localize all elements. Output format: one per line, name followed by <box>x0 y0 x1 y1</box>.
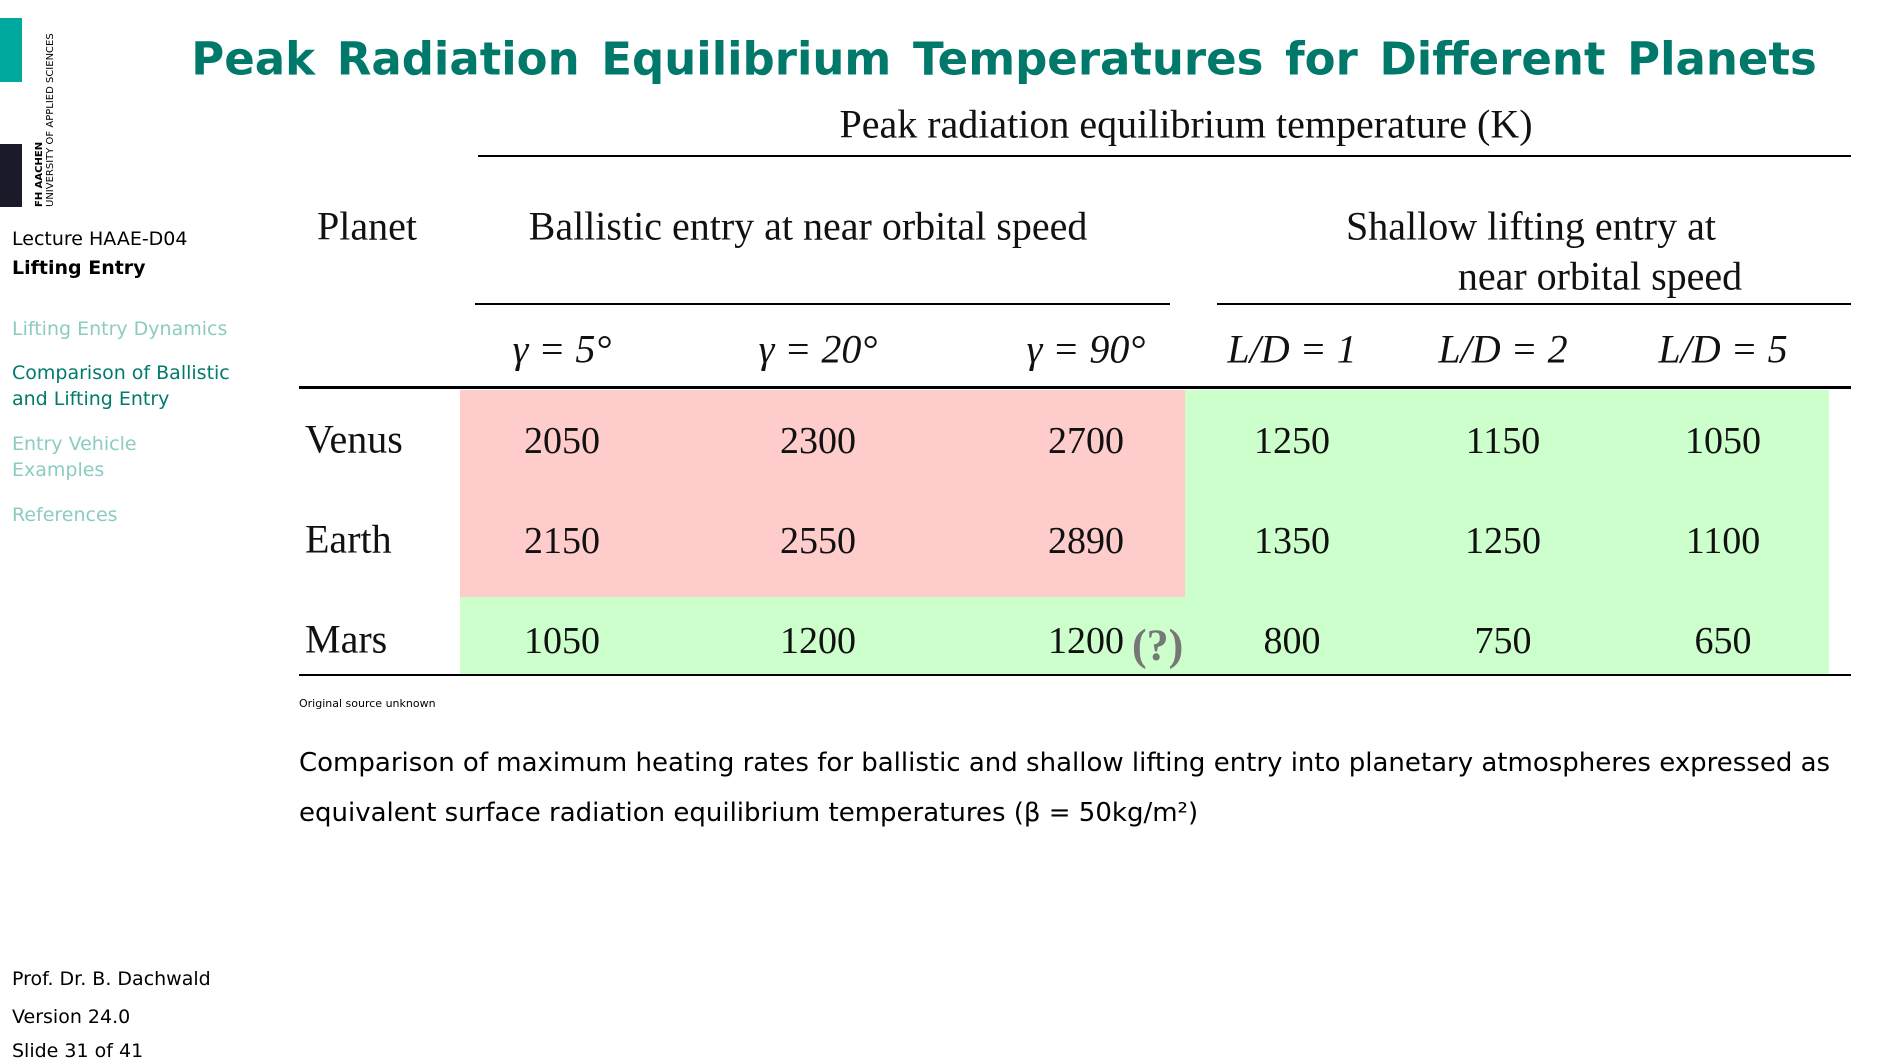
group-header: Ballistic entry at near orbital speed <box>528 203 1088 249</box>
title: Peak Radiation Equilibrium Temperatures … <box>191 32 1817 86</box>
logo-dark <box>0 144 22 207</box>
super-header: Peak radiation equilibrium temperature (… <box>839 101 1533 147</box>
cell-value: 1250 <box>1254 420 1330 462</box>
nav-item[interactable]: References <box>12 504 118 526</box>
nav-item[interactable]: Entry Vehicle Examples <box>12 433 137 481</box>
logo-text: FH AACHEN UNIVERSITY OF APPLIED SCIENCES <box>34 17 56 207</box>
column-header: γ = 90° <box>1026 326 1146 372</box>
logo-subtitle: UNIVERSITY OF APPLIED SCIENCES <box>45 33 56 207</box>
cell-value: 1050 <box>1685 420 1761 462</box>
cell-value: 1200 <box>1048 620 1124 662</box>
topic: Lifting Entry <box>12 257 146 279</box>
cell-value: 1250 <box>1465 520 1541 562</box>
cell-value: 1100 <box>1685 520 1761 562</box>
group-header: Shallow lifting entry at <box>1346 203 1716 249</box>
cell-bg-lifting <box>1185 390 1829 674</box>
cell-bg-ballistic <box>460 390 1185 597</box>
column-header: γ = 5° <box>512 326 612 372</box>
version: Version 24.0 <box>12 1006 131 1028</box>
rule <box>299 674 1851 676</box>
cell-value: 1050 <box>524 620 600 662</box>
row-label: Mars <box>305 616 388 662</box>
cell-bg-mars <box>460 597 1185 674</box>
rule <box>1217 303 1851 305</box>
cell-value: 750 <box>1474 620 1532 662</box>
cell-value: 650 <box>1694 620 1752 662</box>
rule <box>478 155 1851 157</box>
cell-value: 1150 <box>1465 420 1541 462</box>
cell-value: 2890 <box>1048 520 1124 562</box>
group-header: near orbital speed <box>1457 253 1743 299</box>
cell-value: 2050 <box>524 420 600 462</box>
uncertain-mark: (?) <box>1132 620 1184 670</box>
slide-number: Slide 31 of 41 <box>12 1040 144 1062</box>
row-label: Venus <box>305 416 403 462</box>
caption: Comparison of maximum heating rates for … <box>299 748 1831 828</box>
cell-value: 2300 <box>780 420 856 462</box>
cell-value: 2150 <box>524 520 600 562</box>
source-note: Original source unknown <box>299 697 436 710</box>
cell-value: 1200 <box>780 620 856 662</box>
row-header: Planet <box>317 203 417 249</box>
author: Prof. Dr. B. Dachwald <box>12 968 211 990</box>
cell-value: 800 <box>1263 620 1321 662</box>
logo-name: FH AACHEN <box>34 141 45 207</box>
cell-value: 2550 <box>780 520 856 562</box>
column-header: L/D = 1 <box>1227 326 1357 372</box>
lecture: Lecture HAAE-D04 <box>12 228 188 250</box>
cell-value: 1350 <box>1254 520 1330 562</box>
column-header: L/D = 2 <box>1438 326 1568 372</box>
row-label: Earth <box>305 516 392 562</box>
logo-teal <box>0 18 22 82</box>
nav-item[interactable]: Lifting Entry Dynamics <box>12 318 228 340</box>
nav-item-active[interactable]: Comparison of Ballistic and Lifting Entr… <box>12 362 230 410</box>
rule <box>475 303 1170 305</box>
column-header: L/D = 5 <box>1658 326 1788 372</box>
column-header: γ = 20° <box>758 326 878 372</box>
rule <box>299 386 1851 389</box>
cell-value: 2700 <box>1048 420 1124 462</box>
